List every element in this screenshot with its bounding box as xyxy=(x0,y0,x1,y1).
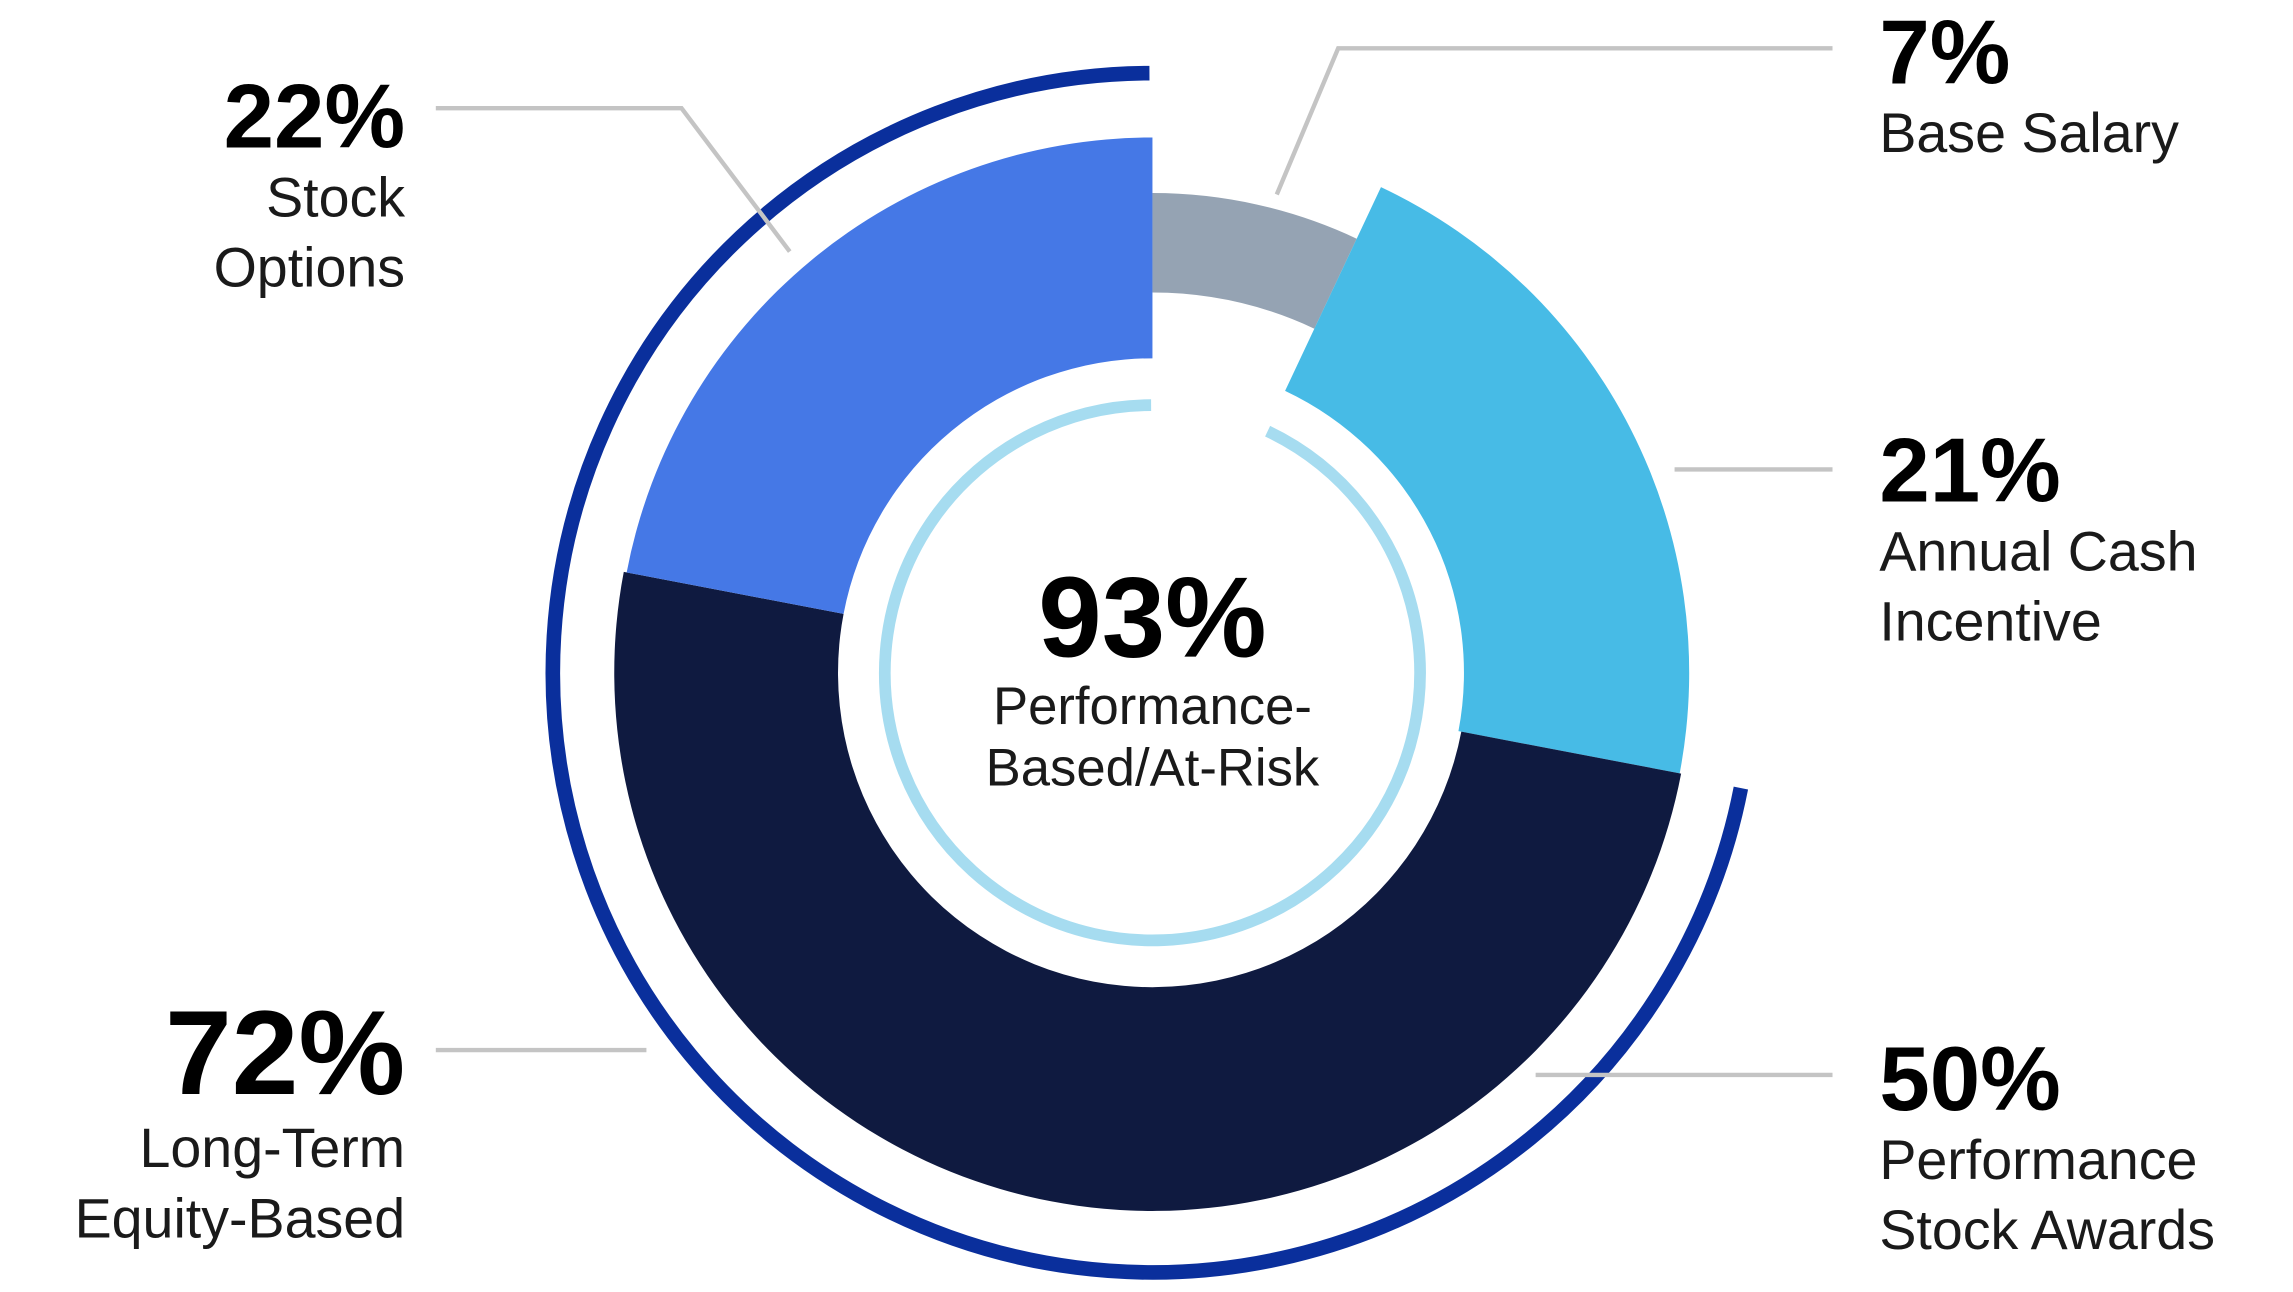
segment-name: Performance Stock Awards xyxy=(1879,1130,2216,1263)
group-arc xyxy=(545,65,1749,1280)
donut-segment xyxy=(1152,193,1357,329)
label: 7% Base Salary xyxy=(1879,2,2293,170)
center-label: 93% Performance-Based/At-Risk xyxy=(933,559,1372,799)
leader-line xyxy=(1274,46,1833,196)
value-label: 93% xyxy=(1038,552,1267,682)
group-name: Long-Term Equity-Based xyxy=(74,1118,406,1251)
value-label: 72% xyxy=(165,987,406,1121)
value-label: 7% xyxy=(1879,2,2011,104)
donut-segment xyxy=(626,137,1153,614)
value-label: 22% xyxy=(223,67,406,169)
group-arc xyxy=(878,399,1426,947)
label: 21% Annual Cash Incentive xyxy=(1879,421,2281,658)
label: 72% Long-Term Equity-Based xyxy=(0,987,406,1255)
donut-segment xyxy=(1285,187,1690,774)
donut-segment xyxy=(614,571,1682,1211)
leader-lines xyxy=(435,46,1833,1078)
group-name: Performance-Based/At-Risk xyxy=(985,675,1320,798)
value-label: 21% xyxy=(1879,421,2061,523)
label: 50% Performance Stock Awards xyxy=(1879,1035,2293,1266)
value-label: 50% xyxy=(1879,1029,2061,1131)
segment-name: Base Salary xyxy=(1879,103,2179,166)
segment-name: Annual Cash Incentive xyxy=(1879,522,2198,654)
label: 22% Stock Options xyxy=(113,67,406,304)
segment-name: Stock Options xyxy=(213,168,406,300)
leader-line xyxy=(435,106,792,253)
